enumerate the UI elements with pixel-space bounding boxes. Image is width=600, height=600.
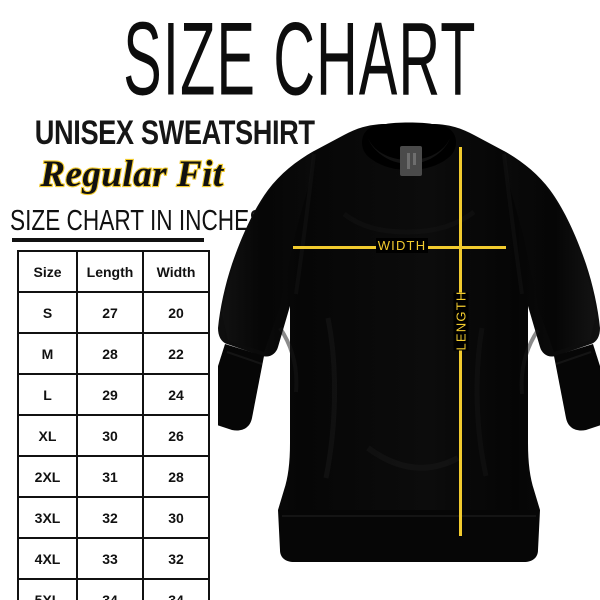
table-row: 2XL 31 28 [17, 455, 210, 498]
cell-length: 28 [76, 332, 144, 375]
fit-subtitle: Regular Fit [39, 153, 224, 195]
table-row: 4XL 33 32 [17, 537, 210, 580]
hem-ribbing [278, 510, 540, 562]
fabric-fold [366, 445, 460, 471]
left-cuff [218, 344, 264, 431]
cell-size: M [17, 332, 78, 375]
table-row: 5XL 34 34 [17, 578, 210, 600]
cell-size: L [17, 373, 78, 416]
cell-width: 32 [142, 537, 210, 580]
right-cuff [554, 344, 600, 431]
cell-size: 4XL [17, 537, 78, 580]
table-row: XL 30 26 [17, 414, 210, 457]
cell-length: 34 [76, 578, 144, 600]
neck-tag-icon [400, 146, 422, 176]
column-header-width: Width [142, 250, 210, 293]
fabric-fold [323, 317, 338, 479]
table-header-row: Size Length Width [17, 250, 210, 293]
fabric-fold [474, 327, 489, 477]
cell-length: 29 [76, 373, 144, 416]
fabric-fold [519, 328, 540, 395]
column-header-length: Length [76, 250, 144, 293]
right-sleeve [504, 151, 596, 352]
right-cuff-edge [555, 351, 592, 365]
cell-width: 30 [142, 496, 210, 539]
cell-size: 2XL [17, 455, 78, 498]
shoulder-seam-left [294, 153, 316, 295]
cell-width: 34 [142, 578, 210, 600]
units-heading: SIZE CHART IN INCHES [10, 205, 265, 237]
cell-width: 20 [142, 291, 210, 334]
left-sleeve [222, 151, 314, 352]
cell-size: 5XL [17, 578, 78, 600]
units-heading-underline [12, 238, 204, 242]
fabric-fold [342, 209, 476, 235]
cell-size: S [17, 291, 78, 334]
cell-length: 30 [76, 414, 144, 457]
shoulder-seam-right [502, 153, 524, 295]
column-header-size: Size [17, 250, 78, 293]
page-title: SIZE CHART [123, 1, 477, 118]
cell-size: 3XL [17, 496, 78, 539]
fabric-fold [278, 326, 299, 393]
sweatshirt-illustration [218, 118, 600, 600]
size-chart-table: Size Length Width S 27 20 M 28 22 L 29 2… [17, 250, 210, 600]
cell-length: 31 [76, 455, 144, 498]
cell-length: 33 [76, 537, 144, 580]
table-row: M 28 22 [17, 332, 210, 375]
cell-size: XL [17, 414, 78, 457]
neck-tag-print [413, 153, 416, 165]
garment-silhouette [218, 124, 600, 510]
sweatshirt-svg [218, 122, 600, 562]
left-cuff-edge [226, 351, 263, 365]
table-row: S 27 20 [17, 291, 210, 334]
cell-width: 28 [142, 455, 210, 498]
cell-length: 32 [76, 496, 144, 539]
cell-width: 22 [142, 332, 210, 375]
collar-highlight [368, 138, 450, 164]
cell-length: 27 [76, 291, 144, 334]
cell-width: 24 [142, 373, 210, 416]
table-row: L 29 24 [17, 373, 210, 416]
neck-tag-print [407, 153, 410, 169]
garment-body [218, 122, 600, 562]
cell-width: 26 [142, 414, 210, 457]
table-row: 3XL 32 30 [17, 496, 210, 539]
